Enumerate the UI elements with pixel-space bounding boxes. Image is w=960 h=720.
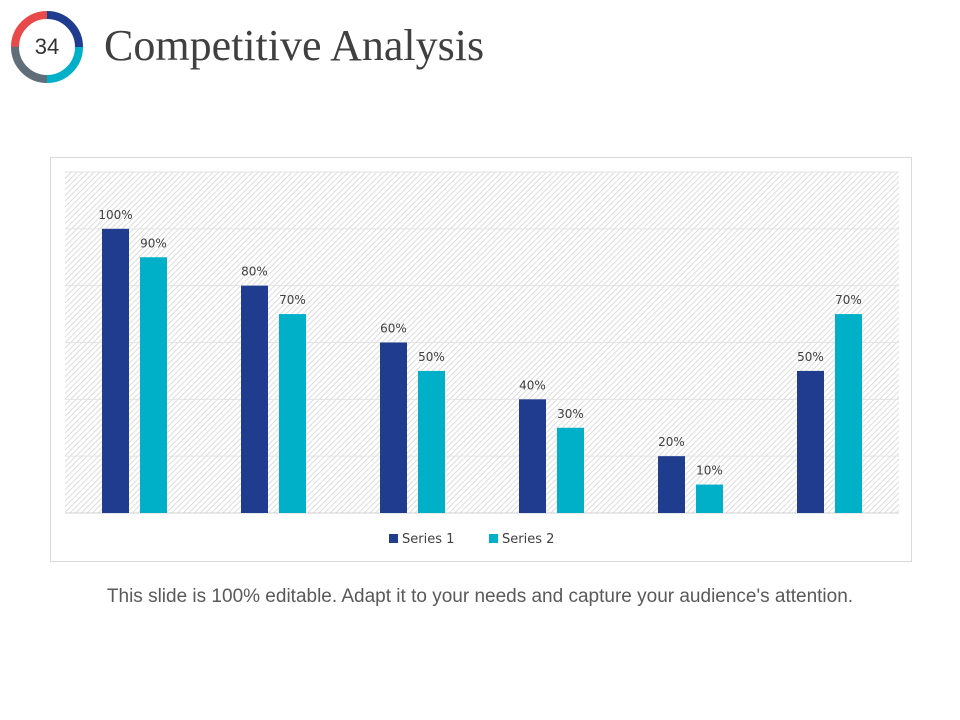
data-label-series1-5: 20% [658, 435, 685, 449]
legend-label-series2: Series 2 [502, 532, 554, 547]
data-labels: 100% 90% 80% 70% 60% 50% 40% 30% 20% 10% 50% 70% [98, 208, 861, 478]
slide-caption: This slide is 100% editable. Adapt it to… [106, 586, 854, 607]
bar-series2-3 [418, 370, 445, 513]
legend-swatch-series1 [389, 534, 398, 543]
data-label-series1-4: 40% [519, 378, 546, 392]
bar-series1-3 [380, 342, 407, 513]
badge-arc-gray [11, 11, 83, 83]
legend-label-series1: Series 1 [402, 532, 454, 547]
data-label-series1-6: 50% [797, 350, 824, 364]
data-label-series2-2: 70% [279, 293, 306, 307]
bar-series1-1 [102, 228, 129, 513]
data-label-series2-1: 90% [140, 236, 167, 250]
bar-series2-2 [279, 314, 306, 513]
data-label-series1-3: 60% [380, 322, 407, 336]
data-label-series2-5: 10% [696, 464, 723, 478]
bar-series2-6 [835, 314, 862, 513]
data-label-series2-6: 70% [835, 293, 862, 307]
bar-series1-2 [241, 285, 268, 513]
legend: Series 1 Series 2 [389, 532, 554, 547]
data-label-series1-2: 80% [241, 265, 268, 279]
chart-frame: 100% 90% 80% 70% 60% 50% 40% 30% 20% 10% 50% 70% Se… [50, 157, 912, 562]
bar-series1-4 [519, 399, 546, 513]
legend-swatch-series2 [489, 534, 498, 543]
bar-series2-1 [140, 257, 167, 513]
data-label-series2-4: 30% [557, 407, 584, 421]
bar-series1-6 [797, 370, 824, 513]
bars [102, 228, 862, 513]
data-label-series2-3: 50% [418, 350, 445, 364]
bar-series2-4 [557, 427, 584, 513]
page-title: Competitive Analysis [104, 21, 485, 70]
gridlines [65, 171, 899, 514]
slide-number: 34 [34, 34, 60, 59]
bar-series1-5 [658, 456, 685, 513]
data-label-series1-1: 100% [98, 208, 132, 222]
bar-series2-5 [696, 484, 723, 513]
bar-chart: 100% 90% 80% 70% 60% 50% 40% 30% 20% 10% 50% 70% Se… [65, 171, 899, 547]
slide-number-badge [11, 11, 83, 83]
